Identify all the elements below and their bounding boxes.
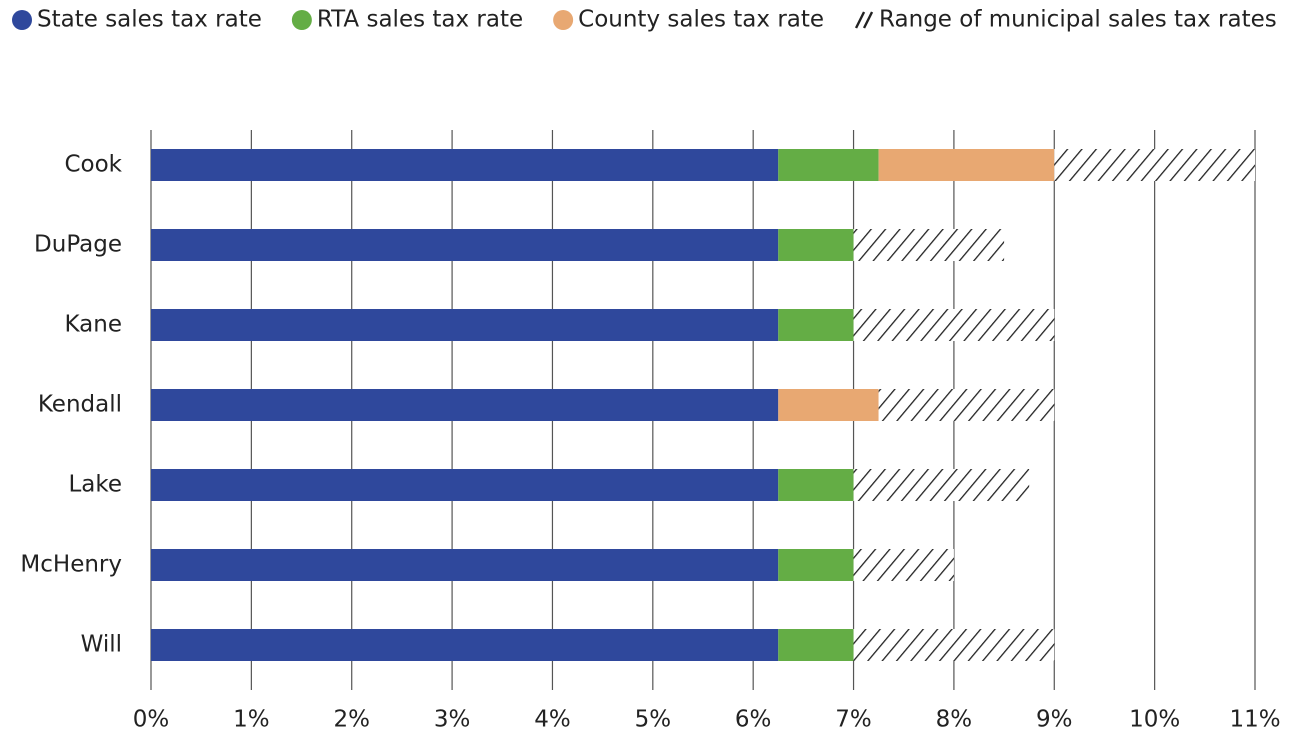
legend-label: County sales tax rate	[578, 7, 824, 33]
range-bar	[853, 469, 1030, 501]
y-tick-label: Kane	[65, 312, 123, 338]
legend-swatch	[12, 10, 32, 30]
bar-segment	[778, 629, 854, 661]
bar-segment	[778, 309, 854, 341]
y-tick-label: Will	[81, 632, 122, 658]
bar-segment	[151, 309, 779, 341]
x-tick-label: 2%	[333, 707, 370, 733]
x-tick-label: 10%	[1129, 707, 1180, 733]
bar-segment	[151, 389, 779, 421]
y-tick-label: Lake	[68, 472, 122, 498]
bar-segment	[151, 629, 779, 661]
y-tick-label: DuPage	[34, 232, 122, 258]
range-bar	[853, 629, 1055, 661]
bar-segment	[778, 229, 854, 261]
range-bar	[878, 389, 1055, 421]
legend-hatch	[854, 11, 866, 29]
y-tick-label: Cook	[64, 152, 122, 178]
range-bar	[853, 309, 1055, 341]
legend-swatch	[553, 10, 574, 30]
bar-segment	[151, 549, 779, 581]
x-tick-label: 3%	[434, 707, 471, 733]
range-bar	[853, 229, 1005, 261]
x-tick-label: 7%	[835, 707, 872, 733]
bar-segment	[878, 149, 1055, 181]
x-tick-label: 4%	[534, 707, 571, 733]
legend-swatch	[291, 10, 312, 30]
bar-segment	[151, 229, 779, 261]
y-tick-label: Kendall	[38, 392, 122, 418]
legend-hatch	[862, 11, 874, 29]
y-tick-label: McHenry	[20, 552, 122, 578]
x-tick-label: 9%	[1036, 707, 1073, 733]
x-tick-label: 8%	[936, 707, 973, 733]
range-bar	[1054, 149, 1255, 181]
bar-segment	[778, 469, 854, 501]
legend-label: Range of municipal sales tax rates	[879, 7, 1277, 33]
range-bar	[853, 549, 954, 581]
x-tick-label: 5%	[635, 707, 672, 733]
bar-segment	[778, 549, 854, 581]
x-tick-label: 0%	[133, 707, 170, 733]
legend-label: RTA sales tax rate	[317, 7, 523, 33]
bar-segment	[778, 149, 879, 181]
bar-segment	[151, 149, 779, 181]
x-tick-label: 1%	[233, 707, 270, 733]
legend-swatch	[854, 11, 874, 29]
legend-label: State sales tax rate	[37, 7, 262, 33]
bar-segment	[151, 469, 779, 501]
bar-segment	[778, 389, 879, 421]
x-tick-label: 11%	[1229, 707, 1280, 733]
x-tick-label: 6%	[735, 707, 772, 733]
